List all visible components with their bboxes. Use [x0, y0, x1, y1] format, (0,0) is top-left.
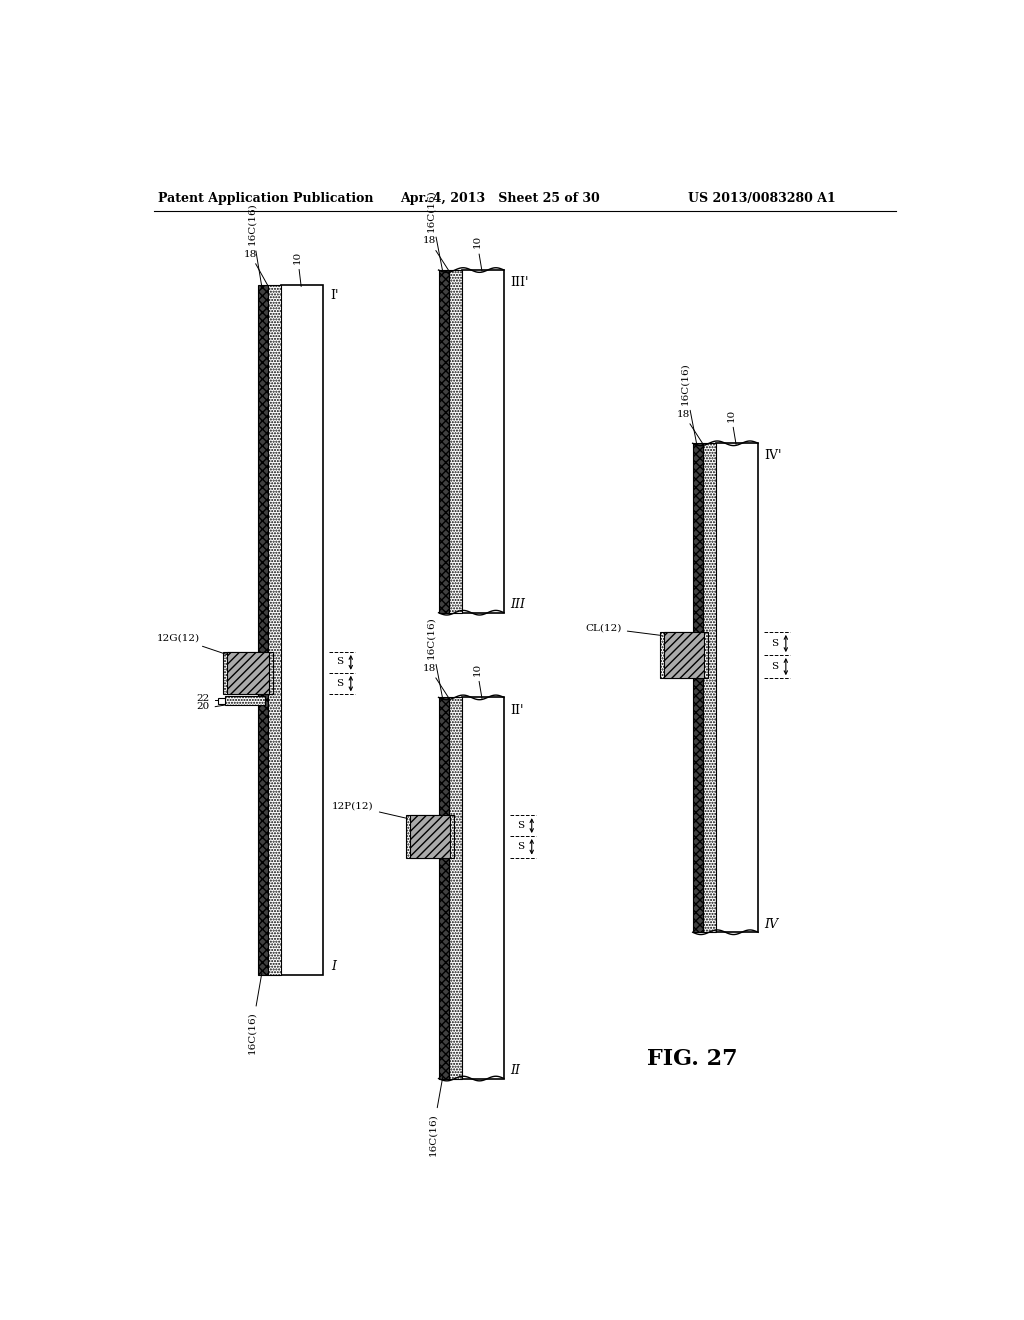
Bar [281, 285, 323, 974]
Text: 16C(16): 16C(16) [247, 973, 262, 1055]
Text: US 2013/0083280 A1: US 2013/0083280 A1 [688, 191, 836, 205]
Text: I': I' [331, 289, 339, 302]
Bar [692, 444, 702, 932]
Bar [438, 697, 449, 1078]
Text: FIG. 27: FIG. 27 [647, 1048, 738, 1071]
Text: 16C(16): 16C(16) [681, 362, 696, 445]
Bar [449, 271, 462, 612]
Bar [407, 816, 454, 858]
Text: IV: IV [764, 917, 778, 931]
Text: 16C(16): 16C(16) [428, 1077, 442, 1156]
Text: III: III [510, 598, 525, 611]
Text: Apr. 4, 2013   Sheet 25 of 30: Apr. 4, 2013 Sheet 25 of 30 [400, 191, 600, 205]
Text: 22: 22 [196, 694, 209, 704]
Bar [660, 632, 708, 678]
Text: 10: 10 [293, 251, 302, 286]
Text: 10: 10 [472, 235, 482, 271]
Bar [716, 444, 758, 932]
Text: 18: 18 [244, 249, 268, 286]
Bar [218, 698, 257, 705]
Text: 12P(12): 12P(12) [332, 801, 408, 818]
Bar [267, 285, 281, 974]
Text: II: II [510, 1064, 520, 1077]
Bar [410, 816, 451, 858]
Text: S: S [771, 663, 778, 671]
Bar [224, 696, 265, 705]
Bar [665, 632, 705, 678]
Bar [223, 652, 273, 694]
Bar [226, 652, 269, 694]
Text: Patent Application Publication: Patent Application Publication [158, 191, 373, 205]
Bar [449, 697, 462, 1078]
Text: II': II' [510, 704, 523, 717]
Text: S: S [336, 678, 343, 688]
Text: 10: 10 [727, 408, 736, 445]
Text: 12G(12): 12G(12) [157, 634, 228, 655]
Text: 18: 18 [677, 409, 703, 445]
Bar [462, 697, 504, 1078]
Text: 16C(16): 16C(16) [247, 203, 262, 286]
Text: CL(12): CL(12) [586, 623, 662, 635]
Text: S: S [771, 639, 778, 648]
Text: 16C(16): 16C(16) [426, 189, 442, 271]
Bar [438, 271, 449, 612]
Text: 10: 10 [472, 663, 482, 698]
Text: III': III' [510, 276, 528, 289]
Text: 18: 18 [423, 664, 450, 698]
Text: S: S [336, 657, 343, 667]
Text: 18: 18 [423, 236, 450, 272]
Text: 20: 20 [196, 702, 209, 711]
Bar [702, 444, 716, 932]
Bar [258, 285, 267, 974]
Text: S: S [517, 842, 524, 851]
Text: S: S [517, 821, 524, 830]
Text: IV': IV' [764, 449, 781, 462]
Text: I: I [331, 960, 336, 973]
Text: 16C(16): 16C(16) [426, 616, 442, 698]
Bar [462, 271, 504, 612]
